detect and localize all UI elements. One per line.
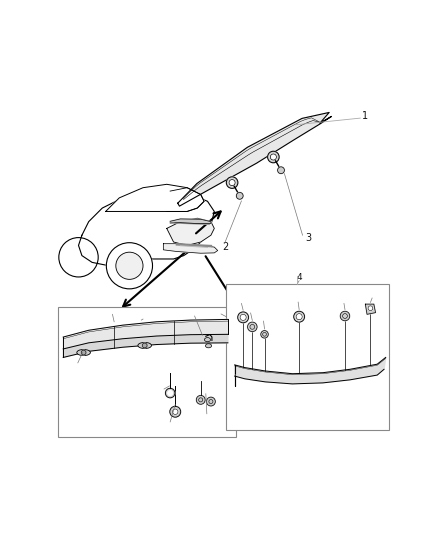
Text: 5: 5 [341, 296, 347, 305]
Bar [226, 285, 389, 431]
Polygon shape [167, 218, 214, 245]
Text: 1: 1 [110, 307, 115, 316]
Polygon shape [63, 343, 88, 358]
Text: 15: 15 [164, 415, 176, 424]
Polygon shape [178, 112, 332, 206]
Polygon shape [235, 358, 386, 384]
Circle shape [116, 252, 143, 279]
Ellipse shape [138, 342, 152, 349]
Text: 4: 4 [297, 273, 302, 282]
Circle shape [278, 167, 284, 174]
Text: 16: 16 [201, 407, 212, 416]
Circle shape [238, 312, 249, 323]
Circle shape [237, 192, 243, 199]
Circle shape [340, 311, 350, 321]
Circle shape [59, 238, 98, 277]
Circle shape [106, 243, 152, 289]
Text: 8: 8 [295, 295, 301, 303]
Circle shape [166, 389, 175, 398]
Polygon shape [170, 219, 211, 224]
Circle shape [261, 330, 268, 338]
Polygon shape [163, 244, 218, 253]
Circle shape [168, 391, 173, 395]
Text: 2: 2 [161, 382, 167, 391]
Ellipse shape [205, 337, 211, 342]
Polygon shape [167, 188, 204, 212]
Circle shape [226, 177, 238, 188]
Circle shape [173, 409, 178, 415]
Text: 13: 13 [189, 309, 200, 318]
Ellipse shape [205, 344, 212, 348]
Bar [58, 306, 237, 437]
Circle shape [268, 151, 279, 163]
Circle shape [229, 180, 235, 185]
Polygon shape [88, 339, 123, 351]
Text: 11: 11 [72, 356, 84, 365]
Text: 12: 12 [136, 313, 147, 322]
Circle shape [270, 154, 276, 160]
Ellipse shape [77, 350, 90, 356]
Text: 1: 1 [362, 111, 368, 121]
Circle shape [81, 350, 86, 355]
Polygon shape [156, 335, 191, 344]
Circle shape [247, 322, 257, 332]
Text: 10: 10 [366, 290, 378, 300]
Circle shape [206, 397, 215, 406]
Polygon shape [78, 191, 214, 266]
Circle shape [368, 306, 373, 311]
Text: 2: 2 [222, 242, 228, 252]
Text: 14: 14 [215, 307, 227, 316]
Text: 9: 9 [261, 313, 266, 322]
Polygon shape [123, 336, 156, 347]
Text: 6: 6 [239, 296, 244, 305]
Text: 3: 3 [305, 232, 311, 243]
Polygon shape [191, 334, 228, 343]
Circle shape [240, 314, 246, 320]
Text: 7: 7 [248, 305, 254, 314]
Circle shape [294, 311, 304, 322]
Circle shape [196, 395, 205, 404]
Circle shape [296, 313, 302, 320]
Circle shape [170, 406, 181, 417]
Circle shape [142, 343, 147, 348]
Polygon shape [63, 319, 228, 349]
Polygon shape [106, 184, 204, 212]
Polygon shape [365, 304, 375, 314]
